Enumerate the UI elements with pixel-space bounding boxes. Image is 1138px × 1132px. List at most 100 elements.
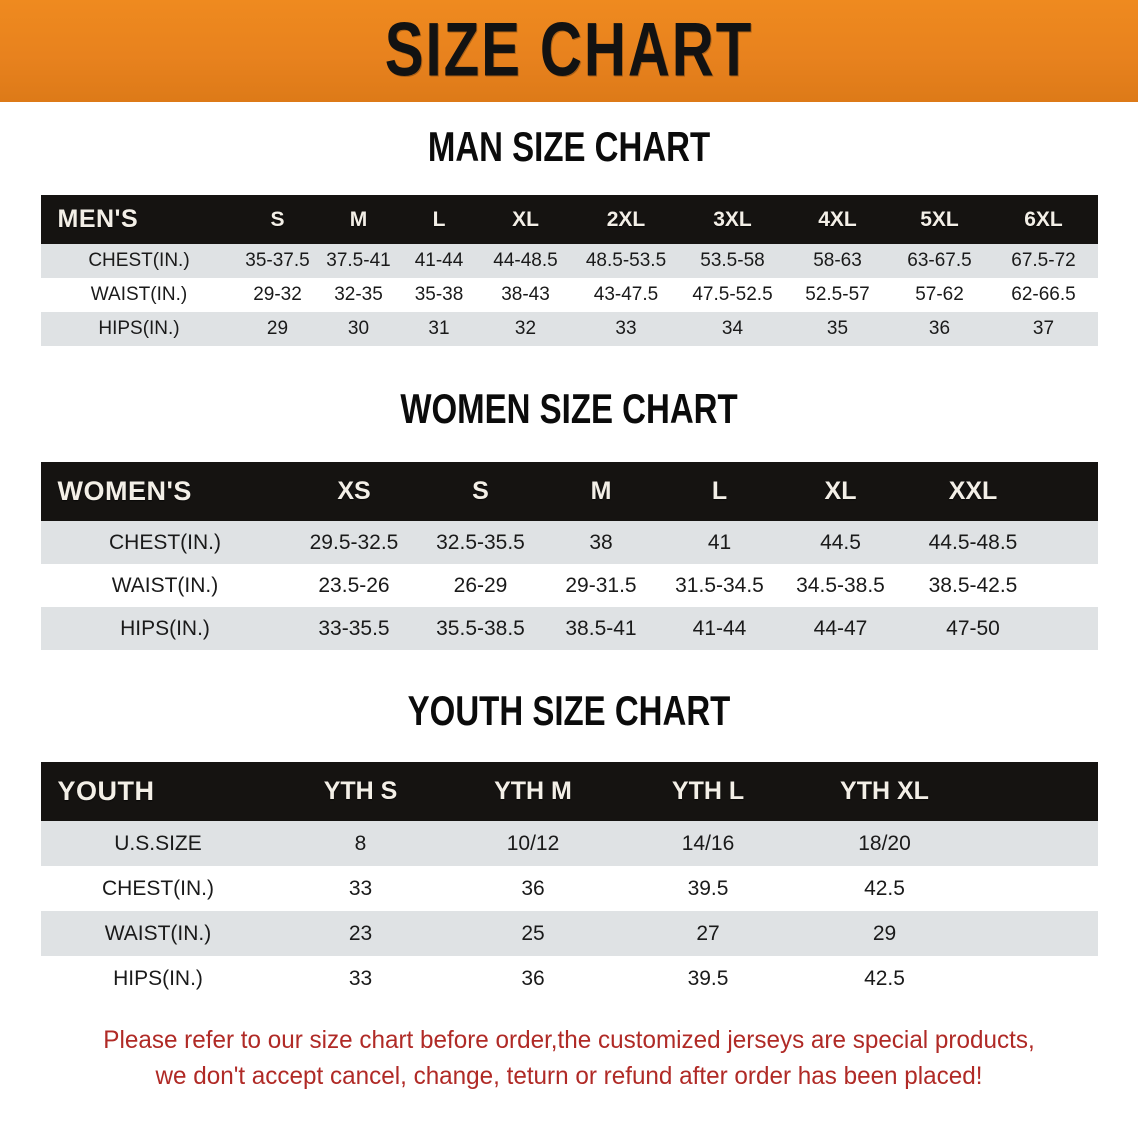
man-size-table: MEN'S S M L XL 2XL 3XL 4XL 5XL 6XL CHEST… <box>40 195 1098 346</box>
youth-col-2: YTH L <box>671 777 745 805</box>
women-row-label-0: CHEST(IN.) <box>109 530 221 554</box>
women-cell-0-0: 29.5-32.5 <box>309 530 399 554</box>
table-row: CHEST(IN.) 33 36 39.5 42.5 <box>40 866 1098 911</box>
man-col-5: 3XL <box>713 207 752 231</box>
women-cell-1-2: 29-31.5 <box>565 573 637 597</box>
man-cell-1-7: 57-62 <box>915 284 964 305</box>
women-cell-0-4: 44.5 <box>820 530 861 554</box>
youth-col-3: YTH XL <box>840 777 929 805</box>
youth-cell-1-3: 42.5 <box>864 876 905 900</box>
table-row: CHEST(IN.) 35-37.5 37.5-41 41-44 44-48.5… <box>40 244 1098 278</box>
women-row-label-1: WAIST(IN.) <box>111 573 219 597</box>
man-col-1: M <box>349 207 368 231</box>
youth-table-body: U.S.SIZE 8 10/12 14/16 18/20 CHEST(IN.) … <box>40 821 1098 1001</box>
table-row: WAIST(IN.) 23.5-26 26-29 29-31.5 31.5-34… <box>40 564 1098 607</box>
footer-line-2: we don't accept cancel, change, teturn o… <box>155 1061 983 1090</box>
women-table-head: WOMEN'S XS S M L XL XXL <box>40 462 1098 521</box>
youth-cell-1-2: 39.5 <box>687 876 729 900</box>
man-cell-0-0: 35-37.5 <box>245 250 310 271</box>
women-corner-label: WOMEN'S <box>57 476 192 506</box>
youth-cell-3-0: 33 <box>348 966 373 990</box>
man-cell-1-3: 38-43 <box>501 284 550 305</box>
women-section-title: WOMEN SIZE CHART <box>400 385 738 432</box>
youth-table-head: YOUTH YTH S YTH M YTH L YTH XL <box>40 762 1098 821</box>
youth-cell-1-0: 33 <box>348 876 373 900</box>
man-cell-0-5: 53.5-58 <box>700 250 765 271</box>
women-cell-0-filler <box>1045 521 1098 564</box>
youth-cell-0-1: 10/12 <box>506 831 560 855</box>
man-cell-2-3: 32 <box>514 318 537 339</box>
man-cell-0-4: 48.5-53.5 <box>585 250 667 271</box>
youth-cell-3-3: 42.5 <box>864 966 905 990</box>
man-size-table-wrapper: MEN'S S M L XL 2XL 3XL 4XL 5XL 6XL CHEST… <box>40 195 1098 346</box>
man-cell-2-2: 31 <box>428 318 450 339</box>
man-cell-0-1: 37.5-41 <box>326 250 391 271</box>
man-cell-1-4: 43-47.5 <box>593 284 659 305</box>
youth-corner-label: YOUTH <box>57 776 155 806</box>
women-size-table-wrapper: WOMEN'S XS S M L XL XXL CHEST(IN.) 29.5-… <box>40 462 1098 650</box>
man-col-8: 6XL <box>1024 207 1063 231</box>
youth-section-title: YOUTH SIZE CHART <box>407 687 731 734</box>
youth-cell-2-filler <box>974 911 1098 956</box>
youth-col-filler <box>974 762 1098 821</box>
women-cell-2-filler <box>1045 607 1098 650</box>
man-table-head: MEN'S S M L XL 2XL 3XL 4XL 5XL 6XL <box>40 195 1098 244</box>
women-cell-2-0: 33-35.5 <box>318 616 390 640</box>
man-col-3: XL <box>512 207 539 231</box>
table-row: WAIST(IN.) 29-32 32-35 35-38 38-43 43-47… <box>40 278 1098 312</box>
footer-line-1: Please refer to our size chart before or… <box>103 1026 1035 1054</box>
man-col-0: S <box>270 207 285 231</box>
man-row-label-0: CHEST(IN.) <box>88 250 190 271</box>
youth-row-label-2: WAIST(IN.) <box>104 921 212 945</box>
youth-cell-2-1: 25 <box>521 921 545 945</box>
youth-cell-2-2: 27 <box>696 921 720 945</box>
women-col-4: XL <box>824 477 857 505</box>
women-cell-0-3: 41 <box>707 530 732 554</box>
youth-col-1: YTH M <box>494 777 572 805</box>
man-cell-2-5: 34 <box>721 318 744 339</box>
women-cell-0-1: 32.5-35.5 <box>436 530 525 554</box>
man-cell-0-3: 44-48.5 <box>493 250 558 271</box>
women-cell-1-3: 31.5-34.5 <box>675 573 764 597</box>
table-row: HIPS(IN.) 33-35.5 35.5-38.5 38.5-41 41-4… <box>40 607 1098 650</box>
youth-cell-1-filler <box>974 866 1098 911</box>
man-header-row: MEN'S S M L XL 2XL 3XL 4XL 5XL 6XL <box>40 195 1098 244</box>
youth-cell-0-0: 8 <box>354 831 367 855</box>
man-cell-2-0: 29 <box>266 318 289 339</box>
youth-cell-2-3: 29 <box>872 921 897 945</box>
women-col-0: XS <box>337 477 371 505</box>
man-cell-1-5: 47.5-52.5 <box>692 284 773 305</box>
youth-cell-0-2: 14/16 <box>681 831 735 855</box>
man-section-title: MAN SIZE CHART <box>427 123 711 170</box>
women-col-1: S <box>472 477 489 505</box>
man-col-4: 2XL <box>606 207 646 231</box>
women-cell-2-5: 47-50 <box>946 616 1000 640</box>
man-cell-1-8: 62-66.5 <box>1011 284 1076 305</box>
man-col-7: 5XL <box>920 207 959 231</box>
women-cell-0-2: 38 <box>589 530 613 554</box>
women-cell-1-filler <box>1045 564 1098 607</box>
women-table-body: CHEST(IN.) 29.5-32.5 32.5-35.5 38 41 44.… <box>40 521 1098 650</box>
youth-cell-3-1: 36 <box>521 966 545 990</box>
table-row: U.S.SIZE 8 10/12 14/16 18/20 <box>40 821 1098 866</box>
man-cell-0-8: 67.5-72 <box>1011 250 1076 271</box>
youth-header-row: YOUTH YTH S YTH M YTH L YTH XL <box>40 762 1098 821</box>
page-banner: SIZE CHART <box>0 0 1138 102</box>
man-col-6: 4XL <box>818 207 857 231</box>
women-cell-1-0: 23.5-26 <box>318 573 390 597</box>
women-cell-2-4: 44-47 <box>813 616 868 640</box>
youth-row-label-1: CHEST(IN.) <box>102 876 214 900</box>
youth-cell-3-2: 39.5 <box>687 966 729 990</box>
women-size-table: WOMEN'S XS S M L XL XXL CHEST(IN.) 29.5-… <box>40 462 1098 650</box>
man-cell-2-6: 35 <box>826 318 849 339</box>
man-cell-0-6: 58-63 <box>813 250 862 271</box>
youth-cell-0-filler <box>974 821 1098 866</box>
youth-cell-2-0: 23 <box>348 921 373 945</box>
table-row: HIPS(IN.) 29 30 31 32 33 34 35 36 37 <box>40 312 1098 346</box>
youth-cell-3-filler <box>974 956 1098 1001</box>
women-col-filler <box>1045 462 1098 521</box>
page-title: SIZE CHART <box>384 8 754 93</box>
youth-row-label-0: U.S.SIZE <box>114 831 202 855</box>
man-cell-2-1: 30 <box>347 318 370 339</box>
man-col-2: L <box>432 207 446 231</box>
